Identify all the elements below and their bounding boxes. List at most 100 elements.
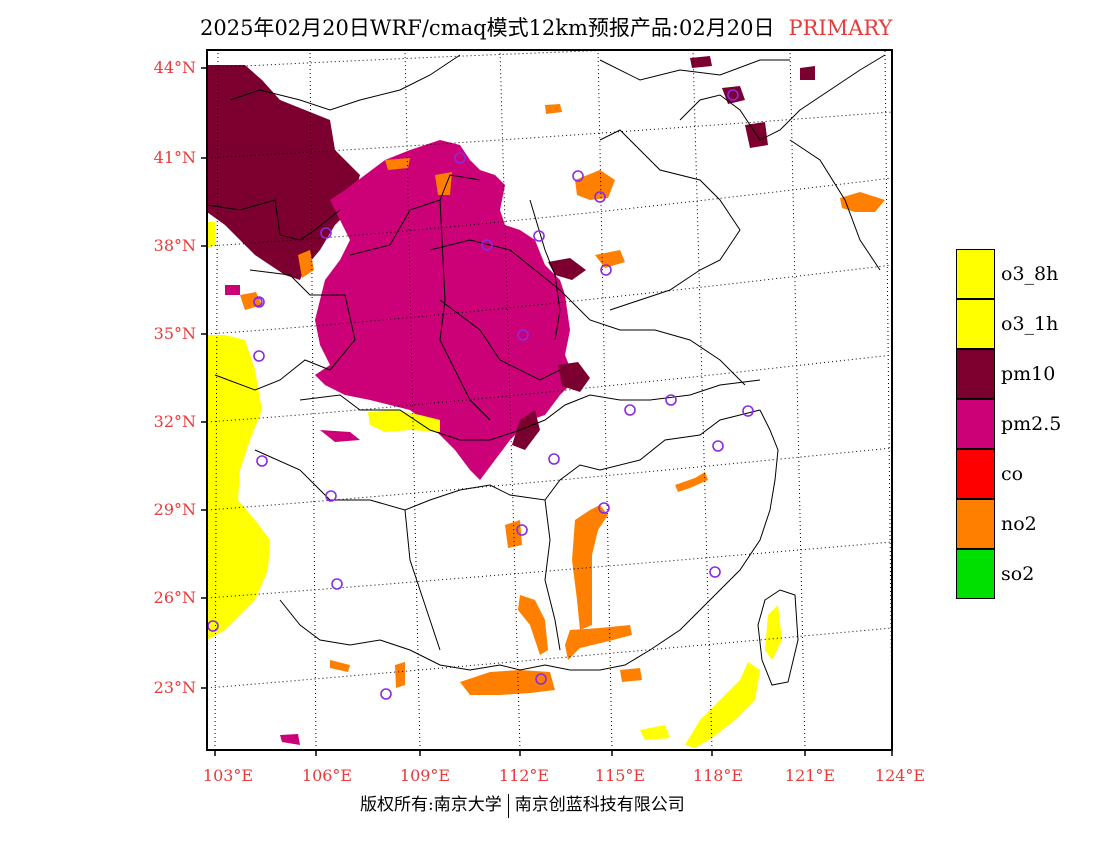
no2-patch-beijing (575, 170, 615, 200)
legend-label-pm25: pm2.5 (1001, 413, 1062, 435)
legend-swatch-no2 (956, 499, 995, 549)
pm25-patch-hubei-west (320, 430, 360, 442)
pm10-patch-hainan (280, 734, 300, 745)
station-marker (253, 297, 263, 307)
pm10-patch-northeast-1 (722, 86, 745, 104)
pm10-region-northwest (207, 65, 360, 280)
no2-patch-fujian (675, 472, 708, 492)
legend-swatch-o3-8h (956, 249, 995, 299)
footer-separator (507, 793, 509, 818)
lat-label-44n: 44°N (154, 58, 196, 77)
station-marker (256, 455, 268, 467)
latitude-labels: 44°N 41°N 38°N 35°N 32°N 29°N 26°N 23°N (154, 58, 196, 697)
o3-patch-south-sea (640, 725, 670, 740)
lat-label-26n: 26°N (154, 588, 196, 607)
o3-patch-chongqing (368, 410, 440, 432)
longitude-labels: 103°E 106°E 109°E 112°E 115°E 118°E 121°… (203, 766, 925, 785)
lon-label-118e: 118°E (693, 766, 743, 785)
o3-patch-taiwan-strait (685, 662, 760, 748)
legend-label-so2: so2 (1001, 563, 1035, 585)
no2-patch-korea (840, 192, 885, 212)
no2-region-guangdong-north (565, 625, 632, 660)
pm10-patch-north-1 (690, 56, 712, 68)
pm10-patch-north-2 (800, 66, 815, 80)
station-marker (594, 191, 606, 203)
no2-patch-guizhou (395, 662, 405, 688)
no2-patch-yunnan (330, 660, 350, 672)
station-marker (533, 230, 545, 242)
lon-label-121e: 121°E (785, 766, 835, 785)
no2-patch-ningxia (298, 250, 314, 278)
copyright-footer: 版权所有:南京大学 南京创蓝科技有限公司 (360, 790, 685, 818)
station-marker (253, 350, 265, 362)
station-marker (548, 453, 560, 465)
graticule (207, 50, 892, 750)
o3-region-west (207, 335, 270, 640)
legend-swatch-pm10 (956, 349, 995, 399)
lon-label-106e: 106°E (302, 766, 352, 785)
station-marker (712, 440, 724, 452)
lon-label-112e: 112°E (499, 766, 549, 785)
no2-patch-shandong (595, 250, 625, 268)
lon-label-115e: 115°E (595, 766, 645, 785)
station-marker (516, 524, 528, 536)
station-marker (624, 404, 636, 416)
legend-label-pm10: pm10 (1001, 363, 1056, 385)
no2-patch-guangdong-east (620, 668, 642, 682)
legend-label-o3-8h: o3_8h (1001, 263, 1059, 285)
station-marker (481, 239, 493, 251)
footer-left: 版权所有:南京大学 (360, 795, 502, 815)
footer-right: 南京创蓝科技有限公司 (514, 795, 685, 815)
legend-swatch-co (956, 449, 995, 499)
no2-patch-inner-mongolia (385, 158, 410, 170)
pm25-patch-sichuan (225, 285, 240, 295)
legend-swatch-pm25 (956, 399, 995, 449)
station-marker (665, 394, 677, 406)
lon-label-103e: 103°E (203, 766, 253, 785)
station-markers (207, 89, 754, 700)
station-marker (727, 89, 739, 101)
o3-patch-taiwan (765, 605, 782, 660)
pm25-region-central (315, 140, 575, 480)
lat-label-23n: 23°N (154, 678, 196, 697)
lon-label-109e: 109°E (400, 766, 450, 785)
station-marker (572, 170, 584, 182)
station-marker (380, 688, 392, 700)
station-marker (598, 502, 610, 514)
legend-label-co: co (1001, 463, 1024, 485)
lat-label-41n: 41°N (154, 148, 196, 167)
station-marker (709, 566, 721, 578)
legend-label-o3-1h: o3_1h (1001, 313, 1059, 335)
no2-patch-shaanxi-north (435, 172, 452, 195)
lon-label-124e: 124°E (875, 766, 925, 785)
boundaries (207, 54, 886, 686)
o3-patch-west-top (207, 222, 216, 248)
legend-label-no2: no2 (1001, 513, 1037, 535)
map-frame (206, 49, 893, 751)
station-marker (331, 578, 343, 590)
station-marker (517, 329, 529, 341)
lat-label-29n: 29°N (154, 500, 196, 519)
pm10-patch-hubei (512, 410, 540, 450)
station-marker (742, 405, 754, 417)
pm10-patch-shanxi (548, 258, 586, 280)
station-marker (454, 152, 466, 164)
station-marker (325, 490, 337, 502)
lat-label-32n: 32°N (154, 412, 196, 431)
title-main: 2025年02月20日WRF/cmaq模式12km预报产品:02月20日 (200, 16, 775, 40)
station-marker (600, 264, 612, 276)
no2-region-hunan (518, 595, 548, 655)
legend-swatch-o3-1h (956, 299, 995, 349)
legend-swatch-so2 (956, 549, 995, 599)
pm10-patch-anhui (558, 362, 590, 392)
no2-patch-hebei (545, 104, 562, 114)
lat-label-35n: 35°N (154, 324, 196, 343)
no2-region-pearl-delta (460, 670, 555, 695)
lat-label-38n: 38°N (154, 236, 196, 255)
map-title: 2025年02月20日WRF/cmaq模式12km预报产品:02月20日 PRIM… (200, 12, 892, 42)
axis-ticks (201, 67, 893, 756)
title-primary-tag: PRIMARY (788, 16, 893, 40)
station-marker (320, 227, 332, 239)
station-marker (535, 673, 547, 685)
